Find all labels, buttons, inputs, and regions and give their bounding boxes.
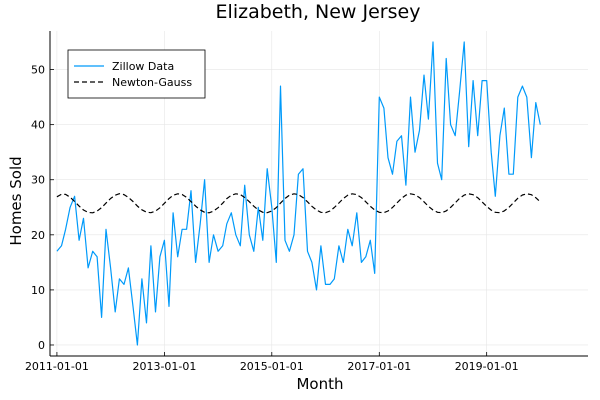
x-tick-label: 2017-01-01	[347, 360, 411, 373]
chart-title: Elizabeth, New Jersey	[216, 1, 421, 23]
x-tick-label: 2013-01-01	[132, 360, 196, 373]
series-line-newton-gauss	[56, 193, 541, 214]
y-axis-label: Homes Sold	[7, 156, 25, 245]
legend-label-newton-gauss: Newton-Gauss	[112, 76, 192, 89]
series-line-zillow-data	[56, 41, 541, 346]
gridlines	[50, 31, 588, 356]
tick-labels: 2011-01-01 2013-01-01 2015-01-01 2017-01-01…	[25, 64, 519, 373]
x-axis-label: Month	[296, 375, 343, 393]
x-tick-label: 2015-01-01	[240, 360, 304, 373]
y-tick-label: 20	[31, 229, 45, 242]
y-tick-label: 50	[31, 64, 45, 77]
legend-box	[67, 49, 206, 99]
axes	[49, 31, 588, 357]
legend-label-zillow: Zillow Data	[112, 60, 174, 73]
y-tick-label: 40	[31, 119, 45, 132]
x-tick-label: 2011-01-01	[25, 360, 89, 373]
y-tick-label: 0	[38, 339, 45, 352]
y-tick-label: 30	[31, 174, 45, 187]
legend: Zillow Data Newton-Gauss	[67, 49, 206, 99]
plot-area	[56, 41, 541, 346]
x-tick-label: 2019-01-01	[455, 360, 519, 373]
y-tick-label: 10	[31, 284, 45, 297]
